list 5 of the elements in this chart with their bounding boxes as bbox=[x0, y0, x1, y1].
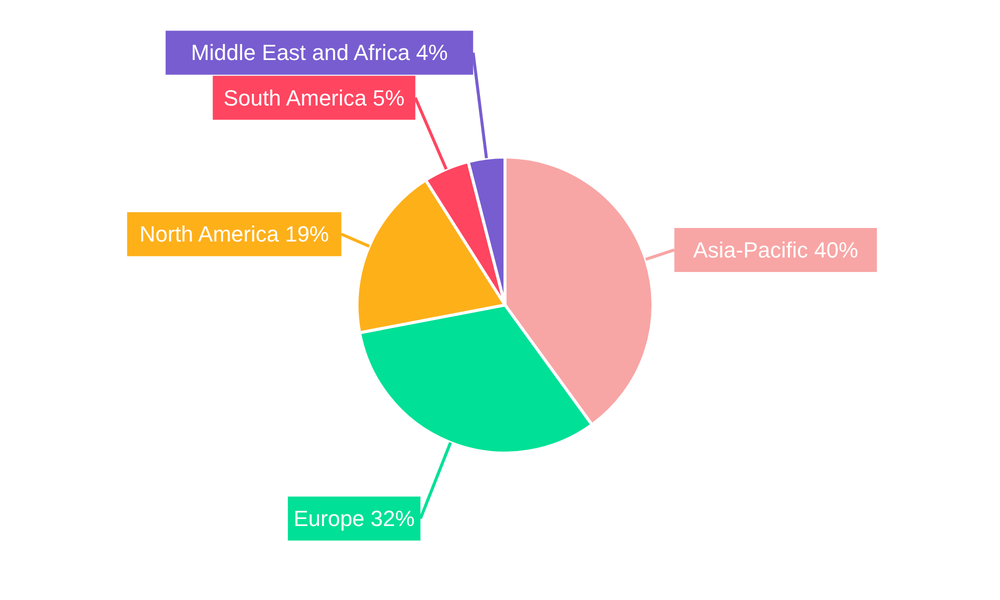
slice-label: Asia-Pacific 40% bbox=[693, 237, 858, 262]
slice-label: South America 5% bbox=[224, 85, 405, 110]
slice-label: North America 19% bbox=[139, 222, 330, 247]
slice-label: Middle East and Africa 4% bbox=[190, 40, 448, 66]
slice-label: Europe 32% bbox=[294, 506, 415, 532]
